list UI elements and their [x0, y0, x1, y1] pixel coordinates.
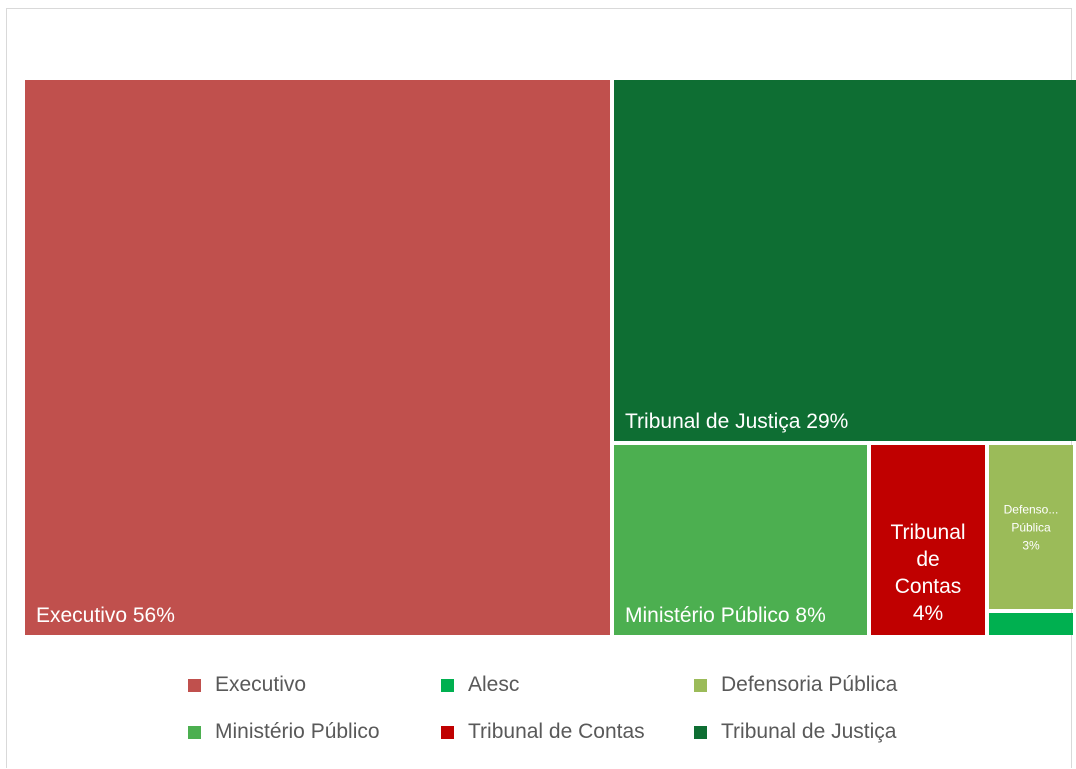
tile-tribunal-de-contas: Tribunal de Contas 4%: [871, 445, 985, 635]
tile-alesc: [989, 613, 1073, 635]
tile-label-ministerio-publico: Ministério Público 8%: [625, 604, 826, 627]
tile-tribunal-de-justica: Tribunal de Justiça 29%: [614, 80, 1076, 441]
tile-rect-tribunal-de-justica: [614, 80, 1076, 441]
tile-rect-tribunal-de-contas: [871, 445, 985, 635]
tile-executivo: Executivo 56%: [25, 80, 610, 635]
tile-rect-alesc: [989, 613, 1073, 635]
tile-rect-ministerio-publico: [614, 445, 867, 635]
tile-label-tribunal-de-contas-line-2: de: [916, 548, 939, 571]
tile-label-tribunal-de-contas-line-4: 4%: [913, 602, 943, 625]
tile-label-defensoria-publica-line-2: Pública: [1011, 521, 1051, 535]
tile-label-tribunal-de-contas-line-3: Contas: [895, 575, 962, 598]
tile-label-executivo: Executivo 56%: [36, 604, 175, 627]
tile-label-tribunal-de-justica: Tribunal de Justiça 29%: [625, 410, 848, 433]
tile-defensoria-publica: Defenso... Pública 3%: [989, 445, 1073, 609]
tile-label-defensoria-publica-line-1: Defenso...: [1004, 503, 1059, 517]
tile-ministerio-publico: Ministério Público 8%: [614, 445, 867, 635]
tile-rect-defensoria-publica: [989, 445, 1073, 609]
tile-label-defensoria-publica-line-3: 3%: [1022, 539, 1040, 553]
tile-label-tribunal-de-contas-line-1: Tribunal: [890, 521, 965, 544]
tile-rect-executivo: [25, 80, 610, 635]
